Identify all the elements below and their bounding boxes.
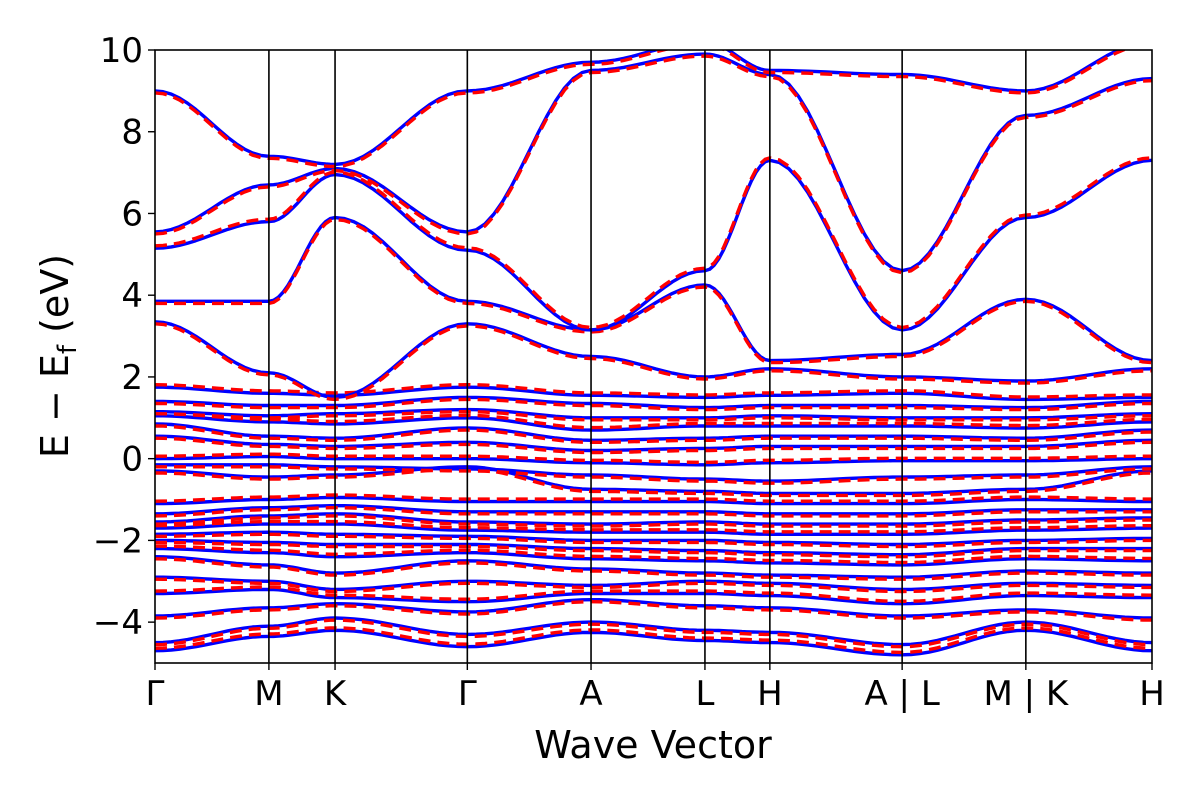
y-tick-label: 0 xyxy=(121,440,143,480)
band-line-dashed xyxy=(155,514,1152,528)
band-line-dashed xyxy=(155,424,1152,444)
band-line-dashed xyxy=(155,156,1152,330)
x-axis: Γ M K Γ A L H A | L M | K H xyxy=(146,663,1165,714)
band-line-dashed xyxy=(155,410,1152,422)
band-line-solid xyxy=(155,50,1123,167)
band-line-dashed xyxy=(155,467,1152,498)
band-line-dashed xyxy=(155,544,1152,565)
band-line-solid xyxy=(155,495,1152,506)
plot-frame xyxy=(154,49,1153,664)
band-line-solid xyxy=(155,522,1152,536)
band-line-dashed xyxy=(155,411,1152,430)
band-line-dashed xyxy=(155,626,1152,655)
x-tick-label: K xyxy=(324,674,348,714)
high-symmetry-lines xyxy=(268,50,1027,663)
x-tick-label: L xyxy=(695,674,714,714)
y-axis-title-sub: f xyxy=(53,344,83,354)
band-line-solid xyxy=(155,538,1152,557)
y-axis-title-main: E − E xyxy=(33,354,77,458)
y-tick-label: 6 xyxy=(121,194,143,234)
band-line-dashed xyxy=(155,532,1152,549)
y-tick-label: 10 xyxy=(100,31,143,71)
band-line-solid xyxy=(155,465,1152,496)
x-tick-label: A xyxy=(579,674,602,714)
band-line-dashed xyxy=(155,540,1152,559)
band-line-dashed xyxy=(155,519,1152,534)
bands-layer xyxy=(155,50,1152,657)
band-line-dashed xyxy=(155,506,1152,518)
band-line-dashed xyxy=(155,493,1152,503)
band-line-solid xyxy=(155,463,1152,483)
x-tick-label: M | K xyxy=(983,674,1069,714)
x-axis-title: Wave Vector xyxy=(534,723,772,767)
band-line-dashed xyxy=(155,397,1152,412)
y-tick-label: 2 xyxy=(121,358,143,398)
band-line-dashed xyxy=(155,557,1152,581)
band-line-solid xyxy=(155,530,1152,547)
band-line-dashed xyxy=(155,585,1152,604)
band-line-solid xyxy=(155,320,1152,400)
band-line-solid xyxy=(155,385,1152,402)
band-line-dashed xyxy=(155,618,1152,649)
x-tick-label: H xyxy=(1139,674,1165,714)
y-axis-title-unit: (eV) xyxy=(33,254,77,345)
band-line-dashed xyxy=(155,577,1152,594)
band-line-dashed xyxy=(155,452,1152,464)
band-line-solid xyxy=(155,587,1152,606)
y-tick-label: 8 xyxy=(121,113,143,153)
y-axis-title: E − Ef (eV) xyxy=(33,254,83,458)
band-line-solid xyxy=(155,407,1152,420)
band-line-solid xyxy=(155,598,1152,620)
band-line-solid xyxy=(155,422,1152,442)
band-line-dashed xyxy=(155,465,1152,485)
band-line-dashed xyxy=(155,322,1152,402)
band-line-solid xyxy=(155,414,1152,432)
x-tick-label: M xyxy=(254,674,283,714)
x-tick-label: Γ xyxy=(146,674,165,714)
band-line-dashed xyxy=(155,217,1152,365)
x-tick-label: Γ xyxy=(458,674,477,714)
band-line-solid xyxy=(155,434,1152,453)
band-line-solid xyxy=(155,454,1152,467)
x-tick-label: A | L xyxy=(864,674,939,714)
band-line-dashed xyxy=(155,436,1152,455)
band-line-dashed xyxy=(155,599,1152,622)
y-tick-label: 4 xyxy=(121,276,143,316)
band-line-solid xyxy=(155,555,1152,579)
band-line-solid xyxy=(155,512,1152,526)
band-line-solid xyxy=(155,546,1152,567)
band-line-solid xyxy=(155,628,1152,657)
band-line-dashed xyxy=(155,50,1129,169)
band-line-solid xyxy=(155,504,1152,516)
band-line-solid xyxy=(155,616,1152,647)
band-line-solid xyxy=(155,395,1152,410)
y-axis: −4 −2 0 2 4 6 8 10 xyxy=(93,31,155,643)
y-tick-label: −2 xyxy=(93,521,143,561)
x-tick-label: H xyxy=(757,674,783,714)
y-tick-label: −4 xyxy=(93,603,143,643)
band-line-solid xyxy=(155,575,1152,592)
band-line-dashed xyxy=(155,54,1152,275)
